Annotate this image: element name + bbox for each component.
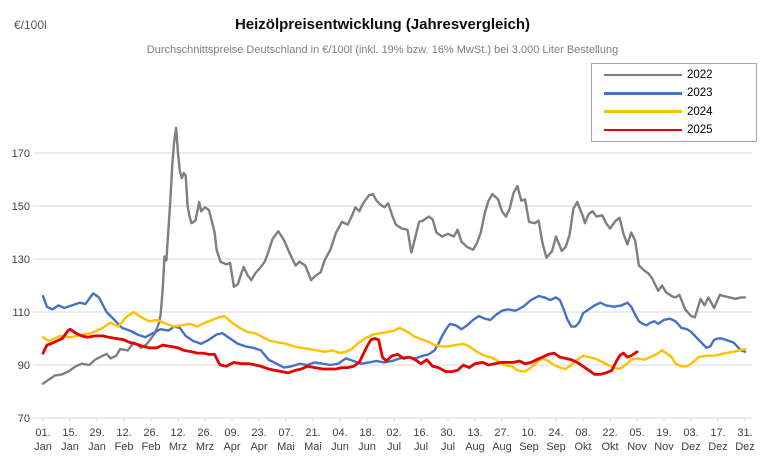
x-tick-label: Mrz	[169, 441, 187, 453]
legend-item-2025: 2025	[592, 121, 756, 139]
x-tick-label: 02.	[386, 427, 401, 439]
x-tick-label: 31.	[737, 427, 752, 439]
x-tick-label: Nov	[654, 441, 674, 453]
legend-label: 2023	[687, 87, 713, 100]
x-tick-label: 16.	[413, 427, 428, 439]
x-tick-label: 22.	[602, 427, 617, 439]
legend-line-swatch	[604, 128, 682, 132]
y-tick-label: 70	[18, 413, 30, 425]
x-tick-label: Jul	[441, 441, 455, 453]
x-tick-label: Aug	[465, 441, 485, 453]
x-tick-label: Jun	[358, 441, 376, 453]
legend-line-swatch	[604, 73, 682, 77]
x-tick-label: Jun	[331, 441, 349, 453]
legend-label: 2022	[687, 69, 713, 82]
x-tick-label: 17.	[710, 427, 725, 439]
legend-label: 2024	[687, 105, 713, 118]
x-tick-label: Jul	[387, 441, 401, 453]
legend-item-2022: 2022	[592, 66, 756, 84]
x-tick-label: 07.	[278, 427, 293, 439]
x-tick-label: 27.	[494, 427, 509, 439]
series-line-2025	[41, 327, 639, 376]
legend-item-2024: 2024	[592, 103, 756, 121]
x-tick-label: 08.	[575, 427, 590, 439]
legend-label: 2025	[687, 123, 713, 136]
y-tick-label: 130	[12, 254, 30, 266]
x-tick-label: 19.	[656, 427, 671, 439]
series-line-2022	[41, 126, 747, 385]
y-tick-label: 150	[12, 201, 30, 213]
x-tick-label: Nov	[627, 441, 647, 453]
legend-line-swatch	[604, 92, 682, 95]
x-tick-label: 12.	[116, 427, 131, 439]
x-tick-label: Feb	[142, 441, 161, 453]
x-tick-label: 21.	[305, 427, 320, 439]
x-tick-label: Mai	[304, 441, 322, 453]
x-tick-label: 18.	[359, 427, 374, 439]
x-tick-label: Dez	[681, 441, 701, 453]
x-tick-label: 29.	[89, 427, 104, 439]
x-tick-label: 04.	[332, 427, 347, 439]
x-tick-label: 30.	[440, 427, 455, 439]
legend: 2022 2023 2024 2025	[591, 63, 757, 142]
x-tick-label: Jul	[414, 441, 428, 453]
x-tick-label: Dez	[735, 441, 755, 453]
x-tick-label: 15.	[62, 427, 77, 439]
x-tick-label: 01.	[35, 427, 50, 439]
x-tick-label: 24.	[548, 427, 563, 439]
x-tick-label: 26.	[143, 427, 158, 439]
x-tick-label: Sep	[519, 441, 539, 453]
y-tick-label: 90	[18, 360, 30, 372]
x-tick-label: 12.	[170, 427, 185, 439]
x-tick-label: 05.	[629, 427, 644, 439]
x-tick-label: Jan	[34, 441, 52, 453]
x-tick-label: Apr	[223, 441, 240, 453]
legend-line-swatch	[604, 110, 682, 113]
chart-subtitle: Durchschnittspreise Deutschland in €/100…	[146, 44, 619, 56]
y-tick-label: 170	[12, 148, 30, 160]
x-tick-label: 23.	[251, 427, 266, 439]
x-tick-label: Okt	[574, 441, 591, 453]
chart-title: Heizölpreisentwicklung (Jahresvergleich)	[234, 16, 531, 33]
x-tick-label: Mai	[277, 441, 295, 453]
x-tick-label: 10.	[521, 427, 536, 439]
x-tick-label: 03.	[683, 427, 698, 439]
legend-item-2023: 2023	[592, 84, 756, 102]
y-tick-label: 110	[12, 307, 30, 319]
x-tick-label: Mrz	[196, 441, 214, 453]
x-tick-label: Dez	[708, 441, 728, 453]
x-tick-label: 09.	[224, 427, 239, 439]
x-tick-label: Jan	[61, 441, 79, 453]
series-line-2024	[41, 310, 747, 373]
x-tick-label: Aug	[492, 441, 512, 453]
x-tick-label: 13.	[467, 427, 482, 439]
x-tick-label: Feb	[115, 441, 134, 453]
x-tick-label: Apr	[250, 441, 267, 453]
x-tick-label: Okt	[601, 441, 618, 453]
x-tick-label: Jan	[88, 441, 106, 453]
x-tick-label: Sep	[546, 441, 566, 453]
x-tick-label: 26.	[197, 427, 212, 439]
y-axis-unit-label: €/100l	[14, 18, 47, 32]
